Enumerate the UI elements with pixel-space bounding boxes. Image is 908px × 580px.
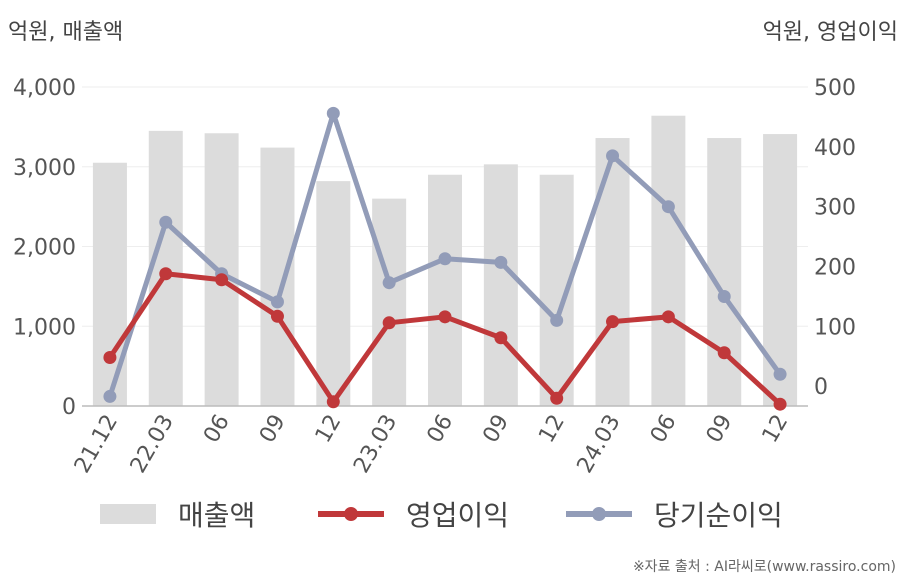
net-income-point <box>159 215 173 229</box>
net-income-point <box>550 313 564 327</box>
left-axis-unit-label: 억원, 매출액 <box>8 20 124 45</box>
x-axis-ticks: 21.12 22.03 06 09 12 23.03 06 09 12 24.03 06 09 12 <box>70 411 793 478</box>
net-income-point <box>270 295 284 309</box>
left-tick-label: 0 <box>62 395 76 420</box>
x-tick-label: 06 <box>646 411 682 448</box>
legend-line-swatch-operating-profit <box>318 504 384 524</box>
revenue-bar <box>763 134 798 407</box>
right-tick-label: 400 <box>814 136 856 161</box>
net-income-point <box>382 276 396 290</box>
right-tick-label: 0 <box>814 375 828 400</box>
revenue-bar <box>651 115 686 407</box>
left-tick-label: 1,000 <box>13 315 76 340</box>
legend-label-operating-profit: 영업이익 <box>406 499 510 532</box>
right-axis-unit-label: 억원, 영업이익 <box>762 20 898 45</box>
operating-profit-point <box>606 315 620 329</box>
operating-profit-point <box>438 310 452 324</box>
operating-profit-point <box>773 397 787 411</box>
right-tick-label: 200 <box>814 256 856 281</box>
operating-profit-point <box>103 351 117 365</box>
x-tick-label: 24.03 <box>573 411 626 478</box>
operating-profit-point <box>215 273 229 287</box>
revenue-bar <box>595 138 630 407</box>
source-note: ※자료 출처 : AI라씨로(www.rassiro.com) <box>632 559 896 575</box>
operating-profit-point <box>159 267 173 281</box>
legend-item-revenue: 매출액 <box>100 492 255 536</box>
x-tick-label: 12 <box>534 411 570 448</box>
profit-lines <box>103 106 787 411</box>
x-tick-label: 06 <box>199 411 235 448</box>
legend: 매출액 영업이익 당기순이익 <box>0 492 908 536</box>
x-tick-label: 22.03 <box>126 411 179 478</box>
revenue-bar <box>260 147 295 407</box>
x-tick-label: 12 <box>758 411 794 448</box>
revenue-bar <box>372 198 407 406</box>
revenue-bar <box>428 174 462 406</box>
net-income-point <box>717 289 731 303</box>
x-tick-label: 23.03 <box>349 411 402 478</box>
operating-profit-point <box>550 391 564 405</box>
legend-line-swatch-net-income <box>566 504 632 524</box>
x-tick-label: 06 <box>423 411 459 448</box>
operating-profit-point <box>717 346 731 360</box>
right-tick-label: 300 <box>814 196 856 221</box>
left-tick-label: 4,000 <box>13 76 76 101</box>
left-tick-label: 3,000 <box>13 156 76 181</box>
legend-item-net-income: 당기순이익 <box>566 492 783 536</box>
operating-profit-point <box>661 310 675 324</box>
right-tick-label: 100 <box>814 315 856 340</box>
x-tick-label: 09 <box>478 411 514 448</box>
net-income-point <box>326 106 340 120</box>
combo-chart: 0 1,000 2,000 3,000 4,000 0 100 200 300 400 500 2… <box>13 76 856 478</box>
operating-profit-point <box>326 395 340 409</box>
net-income-point <box>661 200 675 214</box>
revenue-bar <box>483 164 518 406</box>
revenue-bar <box>316 181 351 406</box>
net-income-point <box>494 255 508 269</box>
legend-item-operating-profit: 영업이익 <box>318 492 509 536</box>
operating-profit-point <box>494 331 508 345</box>
right-axis-ticks: 0 100 200 300 400 500 <box>814 76 856 400</box>
net-income-point <box>103 389 117 403</box>
right-tick-label: 500 <box>814 76 856 101</box>
x-tick-label: 12 <box>311 411 347 448</box>
revenue-bar <box>92 162 127 406</box>
x-tick-label: 21.12 <box>70 411 123 478</box>
x-tick-label: 09 <box>702 411 738 448</box>
x-tick-label: 09 <box>255 411 291 448</box>
left-axis-ticks: 0 1,000 2,000 3,000 4,000 <box>13 76 76 420</box>
net-income-point <box>773 367 787 381</box>
legend-label-revenue: 매출액 <box>178 499 256 532</box>
operating-profit-point <box>382 316 396 330</box>
net-income-point <box>606 149 620 163</box>
legend-bar-swatch <box>100 504 156 524</box>
left-tick-label: 2,000 <box>13 236 76 261</box>
net-income-point <box>438 252 452 266</box>
legend-label-net-income: 당기순이익 <box>654 499 783 532</box>
operating-profit-point <box>270 309 284 323</box>
